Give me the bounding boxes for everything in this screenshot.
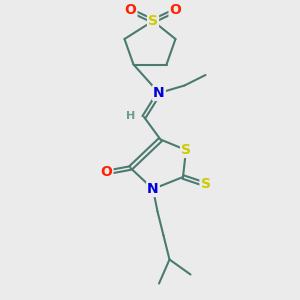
Text: H: H [126, 110, 135, 121]
Text: O: O [124, 4, 136, 17]
Text: S: S [148, 14, 158, 28]
Text: O: O [100, 166, 112, 179]
Text: O: O [169, 4, 181, 17]
Text: S: S [200, 178, 211, 191]
Text: N: N [153, 86, 165, 100]
Text: N: N [147, 182, 159, 196]
Text: S: S [181, 143, 191, 157]
